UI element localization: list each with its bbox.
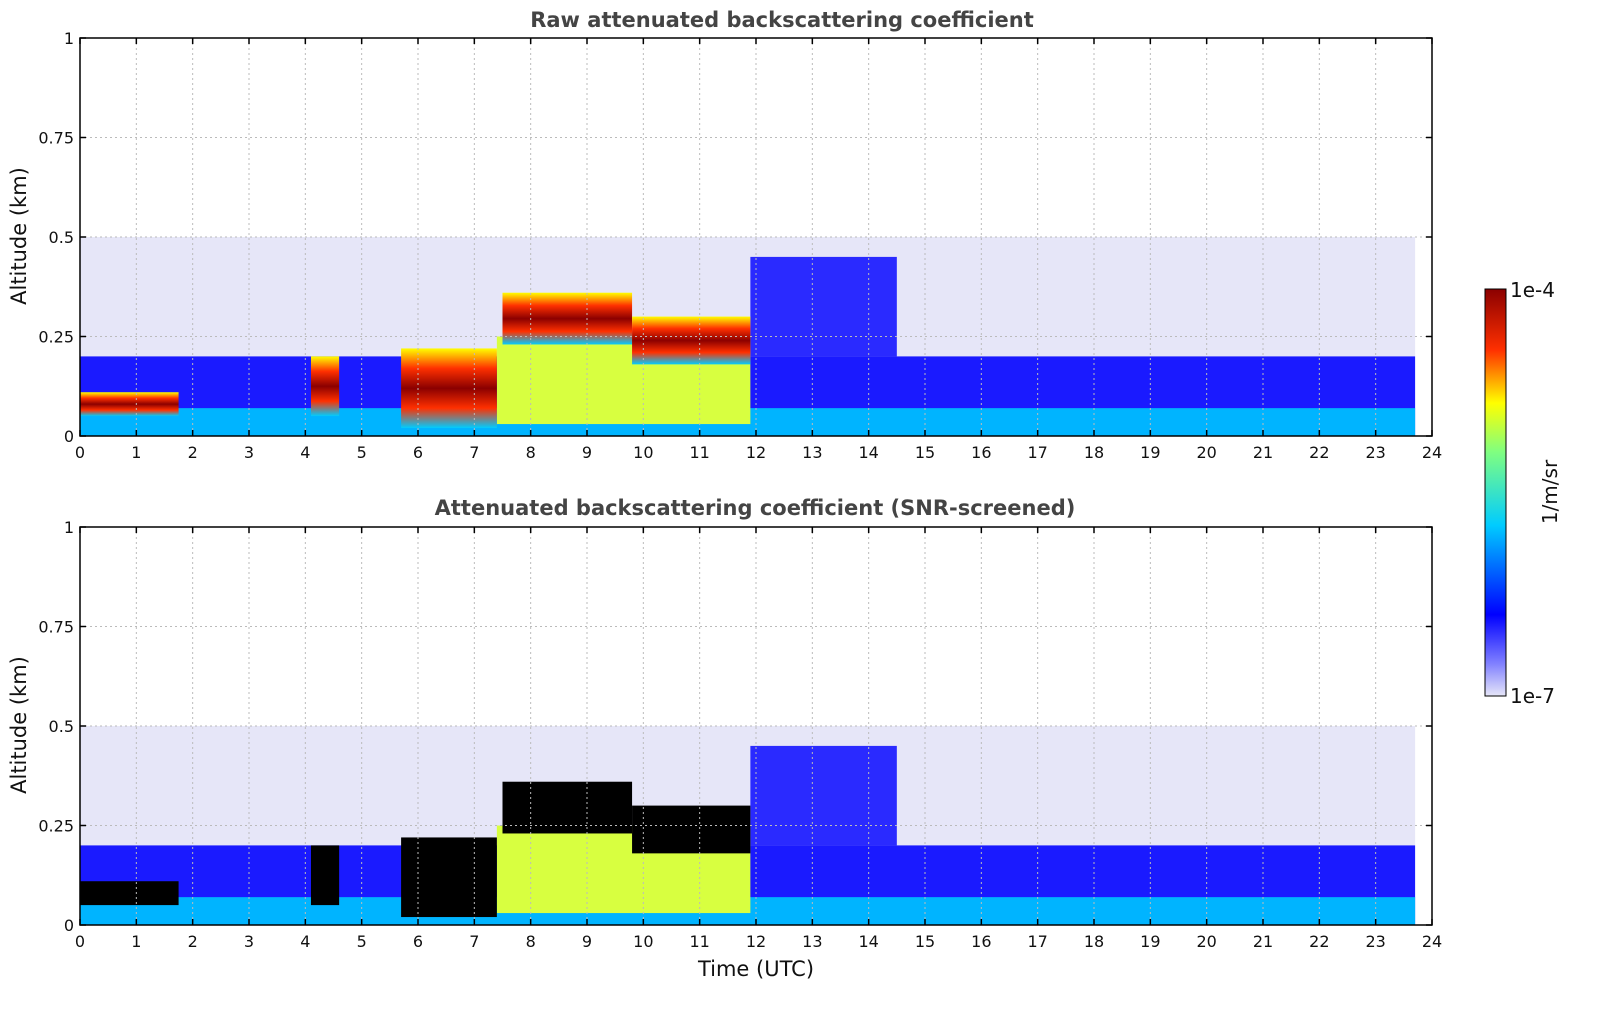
x-tick-label: 8 [526, 932, 536, 951]
x-tick-label: 5 [357, 932, 367, 951]
x-tick-label: 0 [75, 932, 85, 951]
ticks-raw: 0 1 2 3 4 5 6 7 8 9 10 11 12 13 14 15 16 17 18 19 20 21 22 23 24… [38, 29, 1442, 462]
x-tick-label: 14 [858, 932, 878, 951]
colorbar: 1e-4 1e-7 1/m/sr [1484, 278, 1562, 708]
x-tick-label: 20 [1196, 443, 1216, 462]
aerosol-layer-1 [310, 356, 340, 417]
colorbar-min-label: 1e-7 [1510, 684, 1555, 708]
x-axis-label: Time (UTC) [697, 957, 814, 981]
x-tick-label: 4 [300, 443, 310, 462]
y-axis-label-raw: Altitude (km) [7, 167, 31, 305]
x-tick-label: 24 [1422, 443, 1442, 462]
x-tick-label: 11 [689, 443, 709, 462]
x-tick-label: 14 [858, 443, 878, 462]
x-tick-label: 0 [75, 443, 85, 462]
aerosol-layer-3 [502, 781, 633, 834]
x-tick-label: 21 [1253, 932, 1273, 951]
y-tick-label: 0.25 [38, 328, 74, 347]
y-tick-label: 0.5 [49, 717, 74, 736]
x-tick-label: 1 [131, 932, 141, 951]
y-tick-label: 1 [64, 29, 74, 48]
x-tick-label: 3 [244, 443, 254, 462]
x-tick-label: 1 [131, 443, 141, 462]
x-tick-label: 10 [633, 932, 653, 951]
x-tick-label: 9 [582, 932, 592, 951]
ticks-screened: 0 1 2 3 4 5 6 7 8 9 10 11 12 13 14 15 16 17 18 19 20 21 22 23 24… [38, 518, 1442, 951]
x-tick-label: 5 [357, 443, 367, 462]
x-tick-label: 11 [689, 932, 709, 951]
x-tick-label: 3 [244, 932, 254, 951]
aerosol-layer-4 [632, 316, 751, 365]
x-tick-label: 18 [1084, 443, 1104, 462]
colorbar-unit-label: 1/m/sr [1538, 459, 1562, 524]
x-tick-label: 16 [971, 932, 991, 951]
screened-backscatter-field [80, 726, 1416, 925]
x-tick-label: 7 [469, 932, 479, 951]
y-tick-label: 0 [64, 916, 74, 935]
y-tick-label: 0.5 [49, 228, 74, 247]
x-tick-label: 17 [1027, 932, 1047, 951]
x-tick-label: 15 [915, 443, 935, 462]
panel-title-raw: Raw attenuated backscattering coefficien… [530, 8, 1034, 32]
aerosol-layer-0 [80, 392, 179, 417]
x-tick-label: 6 [413, 932, 423, 951]
x-tick-label: 6 [413, 443, 423, 462]
snr-screened-panel: Attenuated backscattering coefficient (S… [7, 496, 1442, 981]
x-tick-label: 9 [582, 443, 592, 462]
x-tick-label: 21 [1253, 443, 1273, 462]
panel-title-screened: Attenuated backscattering coefficient (S… [435, 496, 1076, 520]
plot-frame-raw [79, 37, 1433, 437]
x-tick-label: 2 [188, 932, 198, 951]
x-tick-label: 13 [802, 932, 822, 951]
x-tick-label: 22 [1309, 932, 1329, 951]
y-tick-label: 1 [64, 518, 74, 537]
aerosol-layer-2 [401, 837, 497, 918]
colorbar-max-label: 1e-4 [1510, 278, 1555, 302]
x-tick-label: 10 [633, 443, 653, 462]
x-tick-label: 17 [1027, 443, 1047, 462]
x-tick-label: 12 [746, 443, 766, 462]
y-tick-label: 0.75 [38, 129, 74, 148]
y-tick-label: 0.75 [38, 618, 74, 637]
x-tick-label: 16 [971, 443, 991, 462]
x-tick-label: 18 [1084, 932, 1104, 951]
x-tick-label: 19 [1140, 443, 1160, 462]
x-tick-label: 24 [1422, 932, 1442, 951]
raw-backscatter-field [80, 237, 1416, 436]
aerosol-layer-2 [401, 348, 497, 429]
x-tick-label: 7 [469, 443, 479, 462]
x-tick-label: 13 [802, 443, 822, 462]
x-tick-label: 12 [746, 932, 766, 951]
aerosol-layer-0 [80, 881, 179, 906]
colorbar-gradient [1484, 288, 1507, 697]
x-tick-label: 20 [1196, 932, 1216, 951]
x-tick-label: 22 [1309, 443, 1329, 462]
grid-raw [80, 38, 1432, 436]
plot-frame-screened [79, 526, 1433, 926]
x-tick-label: 8 [526, 443, 536, 462]
field-residual-layer [750, 745, 897, 846]
x-tick-label: 19 [1140, 932, 1160, 951]
aerosol-layer-1 [310, 845, 340, 906]
y-tick-label: 0 [64, 427, 74, 446]
field-residual-layer [750, 256, 897, 357]
x-tick-label: 4 [300, 932, 310, 951]
x-tick-label: 23 [1365, 932, 1385, 951]
x-tick-label: 15 [915, 932, 935, 951]
aerosol-layer-3 [502, 292, 633, 345]
x-tick-label: 2 [188, 443, 198, 462]
raw-backscatter-panel: Raw attenuated backscattering coefficien… [7, 8, 1442, 462]
x-tick-label: 23 [1365, 443, 1385, 462]
aerosol-layer-4 [632, 805, 751, 854]
y-tick-label: 0.25 [38, 817, 74, 836]
grid-screened [80, 527, 1432, 925]
y-axis-label-screened: Altitude (km) [7, 656, 31, 794]
